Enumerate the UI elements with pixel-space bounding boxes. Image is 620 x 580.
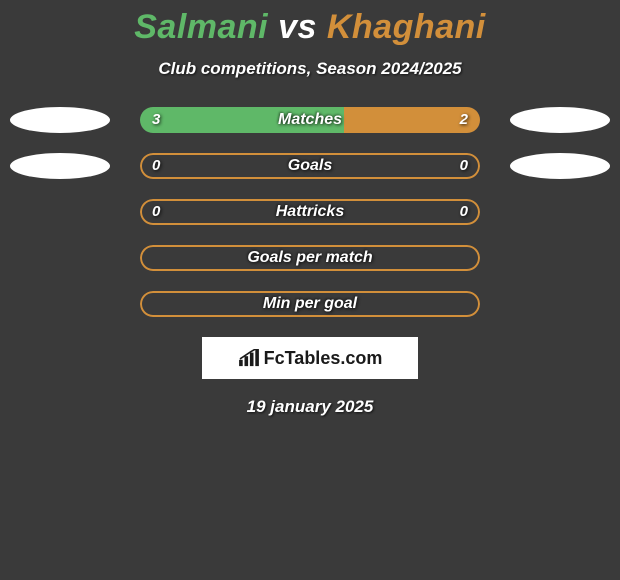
right-ellipse [510, 153, 610, 179]
stat-bar: Goals0 0 [140, 153, 480, 179]
player1-name: Salmani [134, 8, 268, 46]
left-ellipse [10, 153, 110, 179]
logo-box: FcTables.com [202, 337, 418, 379]
stat-label: Goals [140, 153, 480, 179]
page-title: Salmani vs Khaghani [0, 8, 620, 47]
bar-outline [140, 199, 480, 225]
stat-label: Goals per match [140, 245, 480, 271]
comparison-card: Salmani vs Khaghani Club competitions, S… [0, 0, 620, 417]
bar-chart-icon [238, 349, 260, 367]
stat-rows: Matches32Goals00Hattricks00Goals per mat… [0, 107, 620, 317]
stat-bar: Goals per match [140, 245, 480, 271]
stat-label: Min per goal [140, 291, 480, 317]
stat-row: Goals per match [0, 245, 620, 271]
stat-row: Hattricks0 0 [0, 199, 620, 225]
stat-row: Goals0 0 [0, 153, 620, 179]
bar-fill-left [140, 107, 344, 133]
right-ellipse [510, 107, 610, 133]
logo: FcTables.com [238, 348, 383, 369]
logo-text: FcTables.com [264, 348, 383, 369]
player2-name: Khaghani [327, 8, 486, 46]
stat-value-left: 0 [152, 199, 160, 225]
stat-value-right: 0 [460, 199, 468, 225]
stat-bar: Hattricks0 0 [140, 199, 480, 225]
stat-row: Min per goal [0, 291, 620, 317]
subtitle: Club competitions, Season 2024/2025 [0, 59, 620, 79]
stat-bar: Matches32 [140, 107, 480, 133]
bar-fill-right [344, 107, 480, 133]
bar-outline [140, 245, 480, 271]
date: 19 january 2025 [0, 397, 620, 417]
stat-label: Hattricks [140, 199, 480, 225]
left-ellipse [10, 107, 110, 133]
bar-outline [140, 291, 480, 317]
stat-value-right: 0 [460, 153, 468, 179]
vs-text: vs [278, 8, 317, 46]
stat-row: Matches32 [0, 107, 620, 133]
stat-value-left: 0 [152, 153, 160, 179]
stat-bar: Min per goal [140, 291, 480, 317]
bar-outline [140, 153, 480, 179]
